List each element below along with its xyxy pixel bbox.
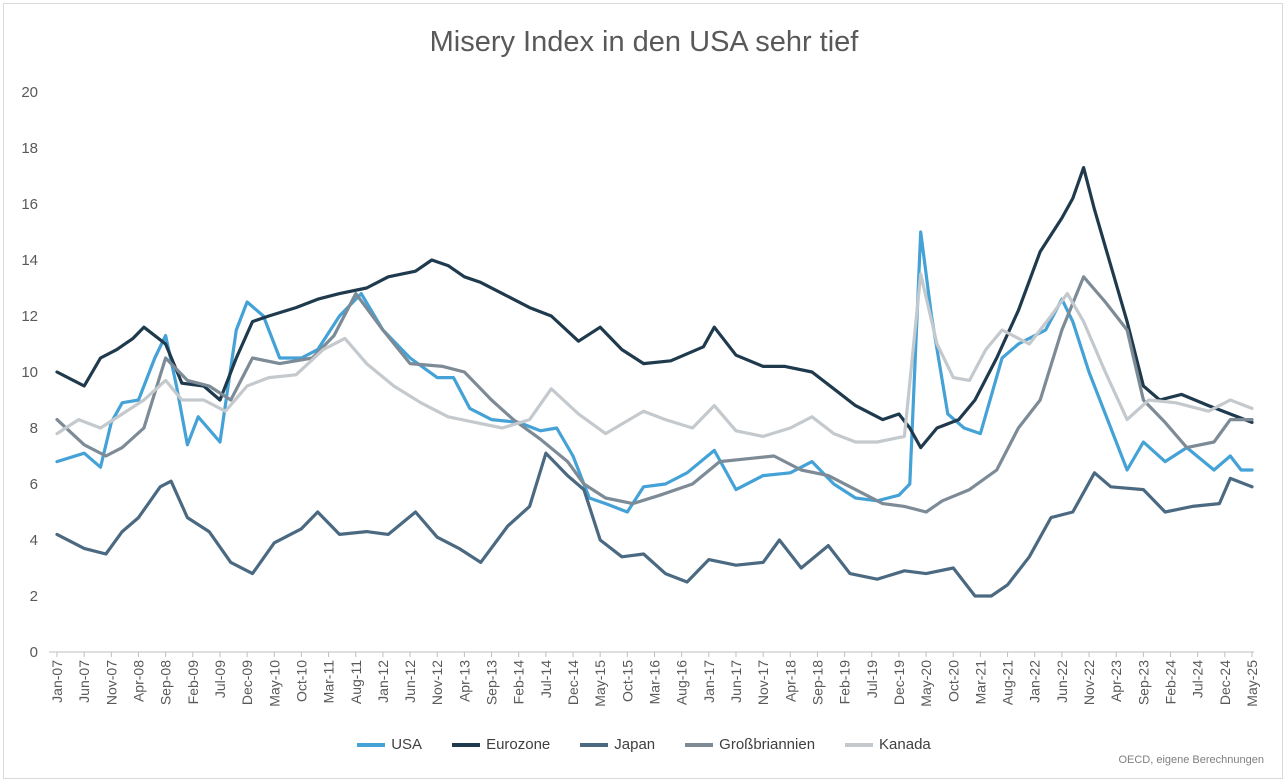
legend-item: Kanada	[845, 736, 931, 753]
x-tick-label: Apr-13	[456, 660, 472, 702]
y-tick-label: 12	[21, 308, 38, 325]
legend: USA Eurozone Japan Großbriannien Kanada	[0, 736, 1288, 753]
series-line-kanada	[55, 272, 1254, 444]
series-line-usa	[55, 230, 1254, 514]
series-lines	[55, 166, 1254, 598]
legend-swatch	[357, 742, 386, 747]
y-tick-label: 2	[30, 588, 38, 605]
x-tick-label: Nov-12	[429, 660, 445, 705]
y-tick-label: 18	[21, 140, 38, 157]
y-tick-label: 0	[30, 644, 38, 661]
x-tick-label: Feb-14	[511, 660, 527, 705]
x-tick-label: Jul-14	[538, 660, 554, 698]
x-tick-label: Apr-18	[782, 660, 798, 702]
legend-label: USA	[391, 736, 423, 753]
series-line-gro-briannien	[55, 275, 1254, 514]
x-tick-label: May-10	[266, 660, 282, 707]
legend-item: Japan	[580, 736, 655, 753]
x-tick-label: Jan-07	[49, 660, 65, 703]
legend-item: Großbriannien	[685, 736, 815, 753]
x-tick-label: Jan-17	[701, 660, 717, 703]
x-tick-label: Jan-12	[375, 660, 391, 703]
x-tick-label: Feb-19	[837, 660, 853, 705]
y-tick-label: 8	[30, 420, 38, 437]
x-tick-label: Sep-18	[809, 660, 825, 705]
legend-label: Eurozone	[486, 736, 551, 753]
x-tick-label: Nov-22	[1081, 660, 1097, 705]
legend-swatch	[685, 742, 714, 747]
y-tick-label: 16	[21, 196, 38, 213]
x-tick-label: Jul-19	[864, 660, 880, 698]
x-tick-label: May-15	[592, 660, 608, 707]
x-tick-label: Mar-21	[972, 660, 988, 705]
x-tick-label: Mar-11	[321, 660, 337, 704]
x-tick-label: Nov-17	[755, 660, 771, 705]
x-tick-label: Apr-23	[1108, 660, 1124, 702]
series-line-japan	[55, 451, 1254, 598]
x-tick-label: May-25	[1244, 660, 1260, 707]
source-note: OECD, eigene Berechnungen	[1118, 754, 1264, 766]
series-line-eurozone	[55, 166, 1254, 450]
x-tick-label: Sep-23	[1135, 660, 1151, 705]
legend-swatch	[580, 742, 609, 747]
x-tick-label: Aug-16	[674, 660, 690, 705]
x-tick-label: Jan-22	[1027, 660, 1043, 703]
y-tick-label: 4	[30, 532, 38, 549]
x-tick-label: Dec-14	[565, 660, 581, 705]
legend-label: Großbriannien	[719, 736, 816, 753]
x-axis-ticks: Jan-07 Jun-07 Nov-07 Apr-08 Sep-08 Feb-09 Jul-…	[49, 652, 1260, 707]
x-tick-label: Oct-15	[619, 660, 635, 702]
x-tick-label: Sep-08	[158, 660, 174, 705]
y-tick-label: 14	[21, 252, 38, 269]
x-tick-label: Jun-17	[728, 660, 744, 703]
x-tick-label: Feb-09	[185, 660, 201, 705]
x-tick-label: Mar-16	[647, 660, 663, 705]
x-tick-label: Feb-24	[1163, 660, 1179, 705]
y-tick-label: 10	[21, 364, 38, 381]
y-tick-label: 20	[21, 84, 38, 101]
x-tick-label: Dec-24	[1217, 660, 1233, 705]
x-tick-label: Dec-09	[239, 660, 255, 705]
legend-item: Eurozone	[452, 736, 550, 753]
chart-title: Misery Index in den USA sehr tief	[429, 26, 859, 58]
y-axis-ticks: 0 2 4 6 8 10 12 14 16 18 20	[21, 84, 38, 661]
x-tick-label: Nov-07	[103, 660, 119, 705]
x-tick-label: Aug-21	[1000, 660, 1016, 705]
x-tick-label: Aug-11	[348, 660, 364, 704]
legend-swatch	[845, 742, 874, 747]
legend-swatch	[452, 742, 481, 747]
legend-item: USA	[357, 736, 422, 753]
x-tick-label: Jun-12	[402, 660, 418, 703]
y-tick-label: 6	[30, 476, 38, 493]
legend-label: Kanada	[879, 736, 931, 753]
legend-label: Japan	[614, 736, 656, 753]
x-tick-label: Sep-13	[484, 660, 500, 705]
x-tick-label: May-20	[918, 660, 934, 707]
x-tick-label: Jun-22	[1054, 660, 1070, 703]
x-tick-label: Jul-24	[1190, 660, 1206, 698]
x-tick-label: Oct-10	[293, 660, 309, 702]
x-tick-label: Oct-20	[945, 660, 961, 702]
x-tick-label: Apr-08	[130, 660, 146, 702]
x-tick-label: Jun-07	[76, 660, 92, 703]
x-tick-label: Jul-09	[212, 660, 228, 698]
x-tick-label: Dec-19	[891, 660, 907, 705]
